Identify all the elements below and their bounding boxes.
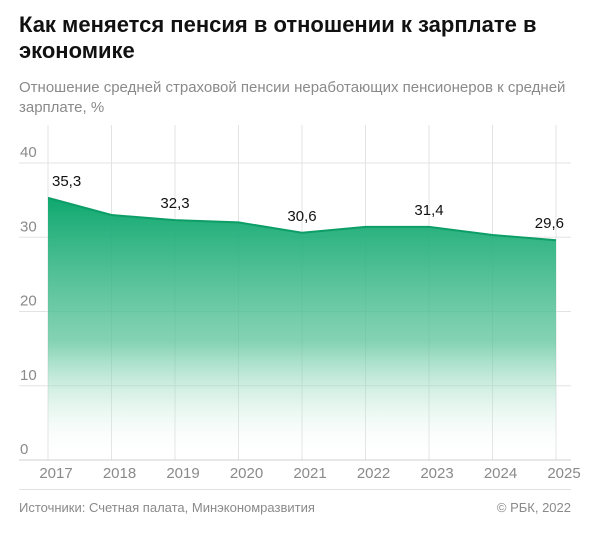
x-tick-label: 2017 — [39, 465, 72, 480]
area-series — [47, 196, 557, 460]
data-labels: 35,3 32,3 30,6 31,4 29,6 — [52, 173, 564, 232]
series-line — [47, 196, 557, 242]
x-tick-label: 2021 — [293, 465, 326, 480]
y-axis-ticks: 0 10 20 30 40 — [20, 144, 37, 458]
x-tick-label: 2018 — [103, 465, 136, 480]
data-label: 35,3 — [52, 173, 81, 190]
x-axis-ticks: 2017 2018 2019 2020 2021 2022 2023 2024 2025 — [39, 465, 580, 480]
x-tick-label: 2024 — [484, 465, 517, 480]
y-tick-label: 0 — [20, 441, 28, 458]
x-tick-label: 2020 — [230, 465, 263, 480]
data-label: 32,3 — [160, 195, 189, 212]
x-tick-label: 2019 — [166, 465, 199, 480]
y-tick-label: 30 — [20, 218, 37, 235]
y-tick-label: 40 — [20, 144, 37, 161]
data-label: 30,6 — [287, 208, 316, 225]
chart-subtitle: Отношение средней страховой пенсии нераб… — [19, 79, 566, 116]
y-tick-label: 10 — [20, 367, 37, 384]
source-note: Источники: Счетная палата, Минэкономразв… — [19, 500, 315, 515]
data-label: 29,6 — [535, 215, 564, 232]
x-tick-label: 2023 — [420, 465, 453, 480]
x-tick-label: 2022 — [357, 465, 390, 480]
x-tick-label: 2025 — [547, 465, 580, 480]
copyright: © РБК, 2022 — [496, 500, 571, 515]
chart-title: Как меняется пенсия в отношении к зарпла… — [19, 12, 537, 63]
area-fill — [48, 197, 556, 460]
footer-divider — [19, 489, 571, 490]
data-label: 31,4 — [414, 202, 443, 219]
y-tick-label: 20 — [20, 293, 37, 310]
